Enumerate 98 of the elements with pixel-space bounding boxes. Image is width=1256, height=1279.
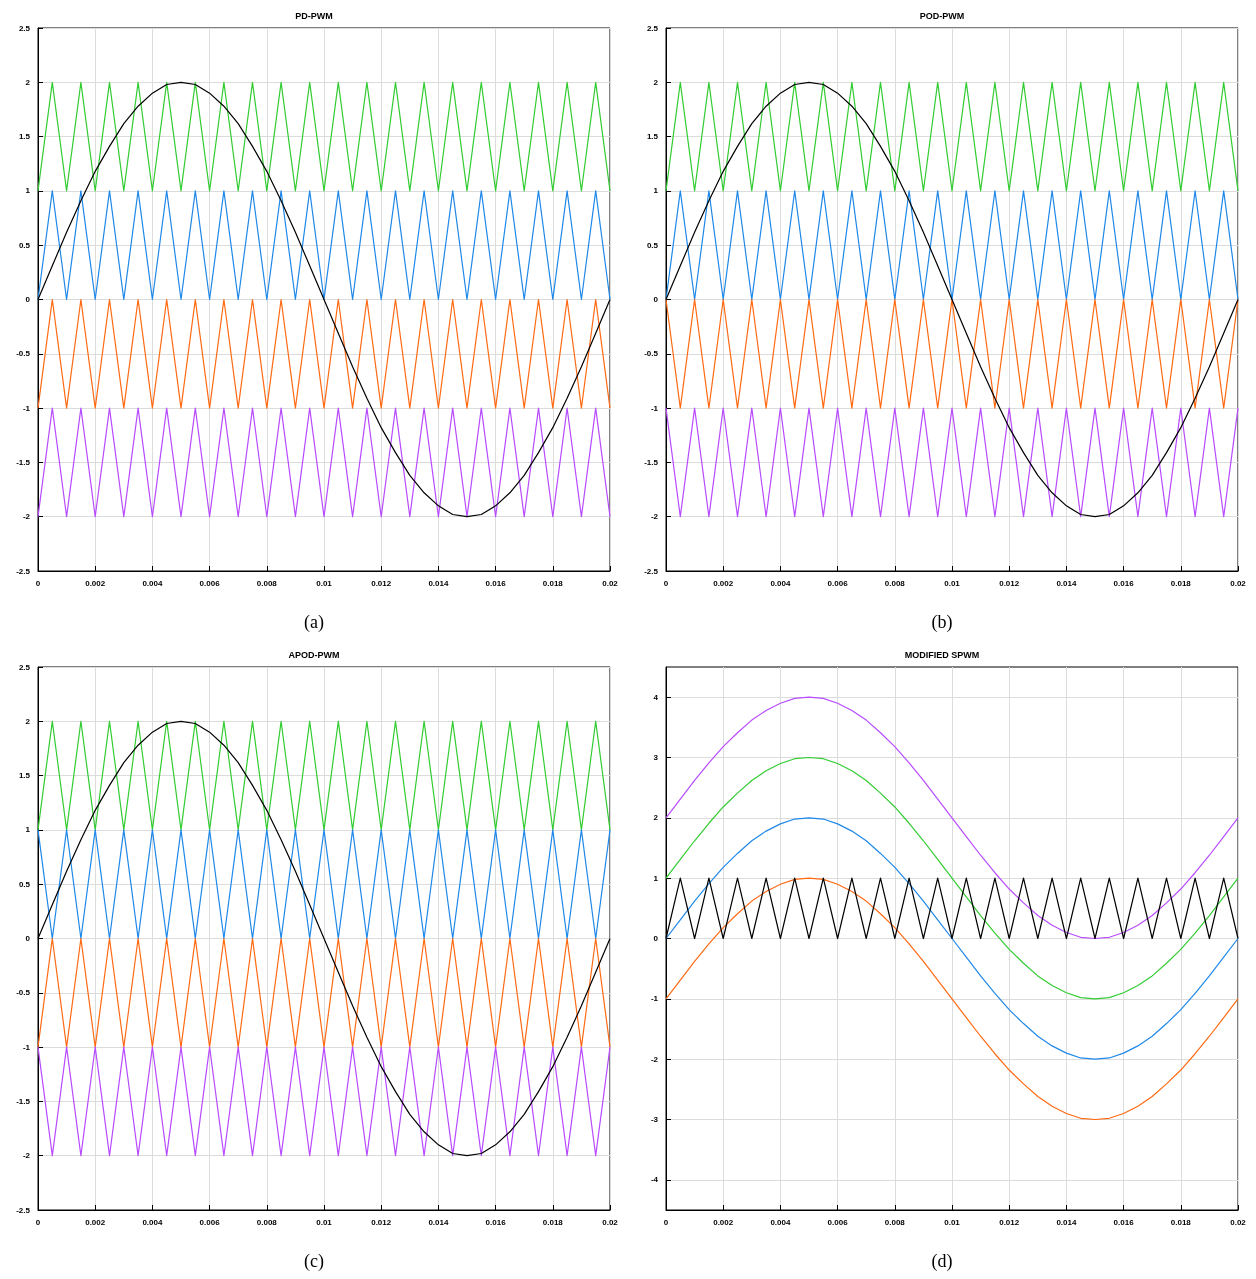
- y-tick-label: -1.5: [16, 457, 31, 467]
- x-tick-label: 0.006: [827, 1217, 849, 1227]
- y-tick-label: 1.5: [646, 132, 659, 142]
- x-tick-label: 0.018: [542, 578, 564, 588]
- text: (a): [304, 612, 324, 633]
- x-tick-label: 0.002: [85, 1217, 106, 1227]
- y-tick-label: -4: [650, 1175, 659, 1185]
- y-tick-label: 1: [25, 186, 31, 196]
- x-tick-label: 0.008: [256, 578, 278, 588]
- chart-title: POD-PWM: [919, 10, 965, 21]
- text: (b): [931, 612, 953, 633]
- x-tick-label: 0.004: [142, 1217, 163, 1227]
- y-tick-label: -2.5: [16, 1205, 31, 1215]
- x-tick-label: 0.012: [371, 578, 392, 588]
- chart-title: APOD-PWM: [288, 649, 340, 660]
- x-tick-label: 0.004: [770, 1217, 791, 1227]
- y-tick-label: -0.5: [16, 988, 31, 998]
- line-series: [665, 817, 1239, 1060]
- x-tick-label: 0.018: [542, 1217, 564, 1227]
- x-tick-label: 0.012: [999, 578, 1020, 588]
- x-tick-label: 0.014: [1056, 578, 1077, 588]
- y-tick-label: -3: [650, 1115, 659, 1124]
- chart-title: MODIFIED SPWM: [904, 649, 980, 660]
- y-tick-label: 2.5: [18, 23, 31, 33]
- y-tick-label: 2.5: [646, 23, 659, 33]
- x-tick-label: 0.018: [1170, 578, 1192, 588]
- y-tick-label: 0.5: [18, 879, 31, 889]
- x-tick-label: 0: [35, 1217, 41, 1227]
- x-tick-label: 0.016: [485, 578, 507, 588]
- y-tick-label: -2: [22, 1151, 31, 1161]
- x-tick-label: 0.004: [770, 578, 791, 588]
- x-tick-label: 0.016: [485, 1217, 507, 1227]
- y-tick-label: -2: [22, 512, 31, 522]
- y-tick-label: 1.5: [18, 132, 31, 142]
- x-tick-label: 0.006: [199, 578, 221, 588]
- x-tick-label: 0.008: [884, 1217, 906, 1227]
- x-tick-label: 0.01: [944, 578, 961, 588]
- x-tick-label: 0.014: [428, 1217, 449, 1227]
- x-tick-label: 0: [663, 578, 669, 588]
- chart-title: PD-PWM: [295, 10, 333, 21]
- x-tick-label: 0.02: [602, 1217, 619, 1227]
- y-tick-label: -0.5: [16, 349, 31, 359]
- y-tick-label: 0.5: [646, 240, 659, 250]
- x-tick-label: 0.008: [884, 578, 906, 588]
- x-tick-label: 0.014: [428, 578, 449, 588]
- x-tick-label: 0: [663, 1217, 669, 1227]
- x-tick-label: 0.016: [1113, 578, 1135, 588]
- x-tick-label: 0.002: [713, 578, 734, 588]
- x-tick-label: 0.01: [316, 1217, 333, 1227]
- text: (c): [304, 1251, 324, 1272]
- y-tick-label: -1: [22, 403, 31, 413]
- y-tick-label: -1: [650, 403, 659, 413]
- y-tick-label: 1: [653, 873, 659, 883]
- y-tick-label: -1: [22, 1042, 31, 1052]
- x-tick-label: 0.004: [142, 578, 163, 588]
- line-series: [665, 877, 1239, 1121]
- x-tick-label: 0.02: [1230, 578, 1247, 588]
- x-tick-label: 0.002: [713, 1217, 734, 1227]
- y-tick-label: -0.5: [644, 349, 659, 359]
- y-tick-label: -2: [650, 512, 659, 522]
- y-tick-label: 2: [653, 77, 659, 87]
- x-tick-label: 0.02: [1230, 1217, 1247, 1227]
- y-tick-label: 2: [25, 716, 31, 726]
- x-tick-label: 0: [35, 578, 41, 588]
- x-tick-label: 0.012: [999, 1217, 1020, 1227]
- y-tick-label: 2: [653, 813, 659, 823]
- y-tick-label: 0: [25, 934, 31, 943]
- line-series: [665, 756, 1239, 1000]
- y-tick-label: 0: [25, 295, 31, 304]
- x-tick-label: 0.008: [256, 1217, 278, 1227]
- y-tick-label: -1: [650, 994, 659, 1004]
- y-tick-label: 1.5: [18, 771, 31, 781]
- x-tick-label: 0.01: [944, 1217, 961, 1227]
- y-tick-label: 2: [25, 77, 31, 87]
- x-tick-label: 0.018: [1170, 1217, 1192, 1227]
- x-tick-label: 0.016: [1113, 1217, 1135, 1227]
- y-tick-label: 3: [653, 753, 659, 762]
- x-tick-label: 0.01: [316, 578, 333, 588]
- text: (d): [931, 1251, 953, 1272]
- y-tick-label: 0: [653, 934, 659, 943]
- y-tick-label: 4: [653, 692, 659, 702]
- x-tick-label: 0.02: [602, 578, 619, 588]
- y-tick-label: -1.5: [644, 457, 659, 467]
- x-tick-label: 0.014: [1056, 1217, 1077, 1227]
- y-tick-label: 2.5: [18, 662, 31, 672]
- y-tick-label: 0: [653, 295, 659, 304]
- x-tick-label: 0.012: [371, 1217, 392, 1227]
- y-tick-label: 0.5: [18, 240, 31, 250]
- x-tick-label: 0.006: [199, 1217, 221, 1227]
- y-tick-label: -2.5: [644, 566, 659, 576]
- y-tick-label: 1: [25, 825, 31, 835]
- y-tick-label: -2: [650, 1054, 659, 1064]
- y-tick-label: 1: [653, 186, 659, 196]
- x-tick-label: 0.006: [827, 578, 849, 588]
- y-tick-label: -1.5: [16, 1096, 31, 1106]
- line-series: [665, 696, 1239, 940]
- x-tick-label: 0.002: [85, 578, 106, 588]
- y-tick-label: -2.5: [16, 566, 31, 576]
